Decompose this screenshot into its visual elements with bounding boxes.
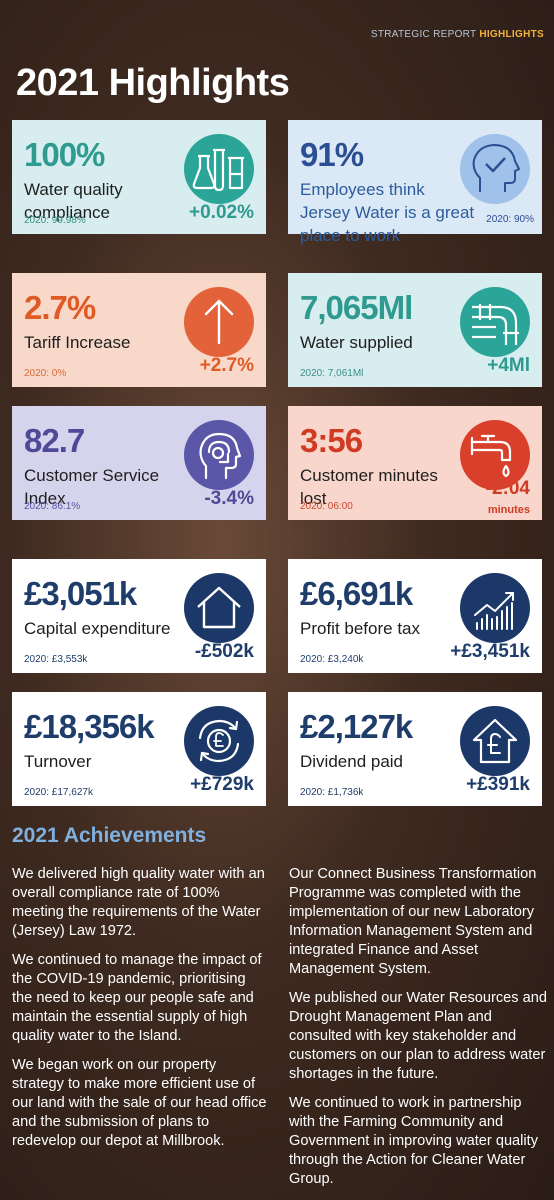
house-icon [184,573,254,643]
card-previous: 2020: £3,240k [300,654,364,665]
achievements-title: 2021 Achievements [12,824,207,847]
achievement-paragraph: We continued to work in partnership with… [289,1095,539,1187]
card-change: +2.7% [199,355,254,376]
card-value: £6,691k [300,575,413,612]
achievement-paragraph: We continued to manage the impact of the… [12,952,262,1044]
achievement-paragraph: We began work on our property strategy t… [12,1057,267,1149]
card-change: +4Ml [487,355,530,376]
card-capex: £3,051k Capital expenditure 2020: £3,553… [12,559,266,673]
card-previous: 2020: £17,627k [24,787,93,798]
card-value: 100% [24,136,105,173]
lab-flasks-icon [184,134,254,204]
achievement-paragraph: We published our Water Resources and Dro… [289,990,547,1082]
card-previous: 2020: £1,736k [300,787,364,798]
card-employees: 91% Employees think Jersey Water is a gr… [288,120,542,245]
card-change: +£391k [466,774,530,795]
card-label: Employees think Jersey Water is a great … [300,180,475,245]
growth-chart-icon [460,573,530,643]
up-arrow-icon [184,287,254,357]
achievements-left-column: We delivered high quality water with an … [12,865,268,1161]
section-header: STRATEGIC REPORT HIGHLIGHTS [371,29,544,40]
card-minutes-lost: 3:56 Customer minutes lost 2020: 06:00 -… [288,406,542,520]
section-name: STRATEGIC REPORT [370,29,477,40]
card-label: Turnover [24,752,92,771]
achievement-paragraph: Our Connect Business Transformation Prog… [289,866,537,977]
card-label: Customer Service Index [24,466,160,508]
card-water-supplied: 7,065Ml Water supplied 2020: 7,061Ml +4M… [288,273,542,387]
card-label: Profit before tax [300,619,421,638]
card-label: Tariff Increase [24,333,131,352]
card-previous: 2020: 90% [486,214,534,225]
card-customer-service: 82.7 Customer Service Index 2020: 86.1% … [12,406,266,520]
card-profit: £6,691k Profit before tax 2020: £3,240k … [288,559,542,673]
card-value: £3,051k [24,575,137,612]
pipes-icon [460,287,530,357]
card-value: 2.7% [24,289,96,326]
card-previous: 2020: 7,061Ml [300,368,364,379]
achievements-right-column: Our Connect Business Transformation Prog… [289,865,547,1199]
card-change-unit: minutes [487,504,530,516]
card-previous: 2020: 06:00 [300,501,353,512]
card-previous: 2020: £3,553k [24,654,88,665]
card-value: 91% [300,136,364,173]
checkmark-head-icon [460,134,530,204]
card-label: Customer minutes lost [300,466,438,508]
headset-agent-icon [184,420,254,490]
pound-house-icon [460,706,530,776]
card-value: 3:56 [300,422,363,459]
card-value: £2,127k [300,708,413,745]
card-previous: 2020: 0% [24,368,67,379]
card-dividend: £2,127k Dividend paid 2020: £1,736k +£39… [288,692,542,806]
card-value: 82.7 [24,422,85,459]
pound-cycle-icon [184,706,254,776]
card-label: Water quality compliance [24,180,123,222]
card-change: +£3,451k [450,641,530,662]
card-change: -£502k [194,641,254,662]
card-label: Capital expenditure [24,619,171,638]
card-label: Water supplied [300,333,413,352]
dripping-tap-icon [460,420,530,490]
achievement-paragraph: We delivered high quality water with an … [12,866,265,939]
card-change: -3.4% [204,488,254,509]
card-change: +0.02% [189,202,254,223]
card-previous: 2020: 86.1% [24,501,81,512]
card-water-quality: 100% Water quality compliance 2020: 99.9… [12,120,266,234]
card-tariff: 2.7% Tariff Increase 2020: 0% +2.7% [12,273,266,387]
card-previous: 2020: 99.98% [24,215,86,226]
card-value: 7,065Ml [300,289,413,326]
card-label: Dividend paid [300,752,404,771]
card-turnover: £18,356k Turnover 2020: £17,627k +£729k [12,692,266,806]
page-title: 2021 Highlights [16,62,290,104]
section-highlight: HIGHLIGHTS [479,29,544,40]
card-change: +£729k [190,774,254,795]
card-value: £18,356k [24,708,155,745]
